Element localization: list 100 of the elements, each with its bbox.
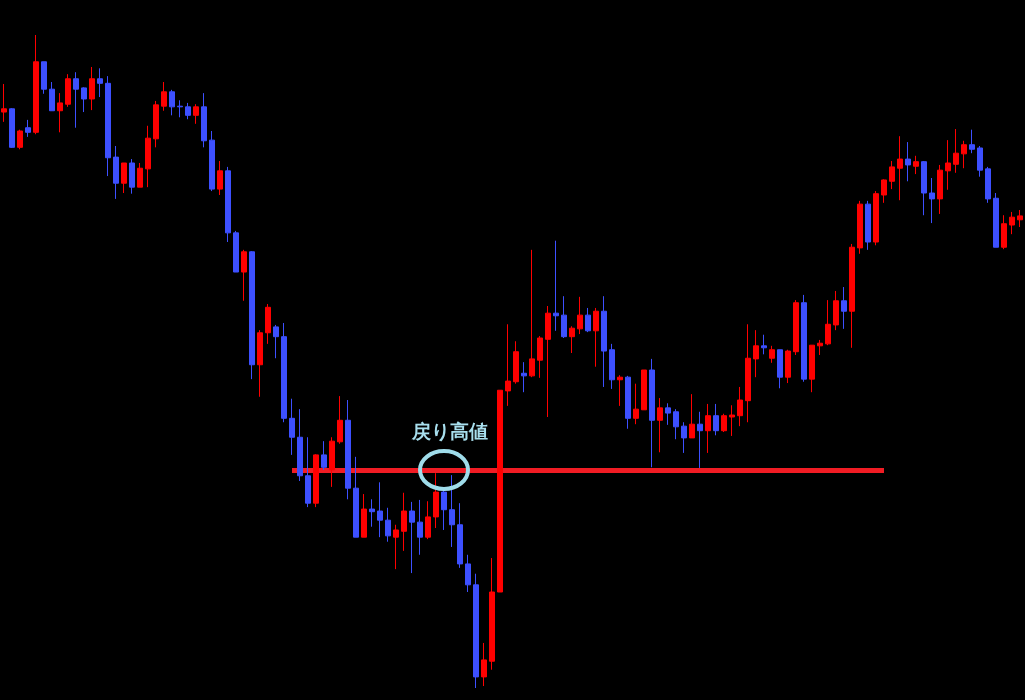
- candlestick: [17, 129, 23, 150]
- candlestick: [889, 160, 895, 190]
- candlestick: [329, 436, 335, 488]
- candlestick: [121, 162, 127, 194]
- candlestick: [449, 474, 455, 548]
- candlestick: [97, 67, 103, 98]
- candlestick: [425, 500, 431, 540]
- candlestick: [545, 305, 551, 418]
- candlestick: [577, 296, 583, 335]
- candlestick: [321, 440, 327, 471]
- candlestick: [49, 81, 55, 112]
- candlestick: [209, 130, 215, 192]
- candlestick: [185, 102, 191, 120]
- candlestick: [769, 345, 775, 364]
- candlestick: [193, 103, 199, 125]
- candlestick: [609, 343, 615, 390]
- candlestick: [553, 240, 559, 332]
- candlestick: [313, 453, 319, 508]
- candlestick: [785, 349, 791, 384]
- candlestick: [961, 140, 967, 169]
- candlestick: [617, 374, 623, 407]
- candlestick: [993, 192, 999, 248]
- candlestick: [217, 160, 223, 196]
- candlestick: [369, 498, 375, 528]
- candlestick: [753, 329, 759, 378]
- candlestick: [393, 524, 399, 570]
- candlestick: [441, 489, 447, 531]
- candlestick: [833, 290, 839, 331]
- candlestick: [289, 398, 295, 456]
- candlestick: [913, 155, 919, 175]
- candlestick: [249, 250, 255, 380]
- candlestick: [113, 145, 119, 200]
- candlestick: [337, 395, 343, 445]
- candlestick: [865, 200, 871, 251]
- candlestick: [233, 230, 239, 273]
- candlestick: [929, 177, 935, 224]
- candlestick: [673, 408, 679, 440]
- candlestick: [385, 507, 391, 543]
- candlestick: [777, 349, 783, 389]
- candlestick: [721, 413, 727, 433]
- candlestick: [649, 358, 655, 468]
- candlestick: [89, 66, 95, 111]
- candlestick: [953, 128, 959, 174]
- candlestick: [201, 92, 207, 148]
- candlestick: [633, 383, 639, 425]
- candlestick: [529, 249, 535, 378]
- candlestick: [985, 166, 991, 204]
- candlestick: [681, 421, 687, 454]
- candlestick: [1017, 209, 1023, 228]
- candlestick: [873, 190, 879, 246]
- candlestick: [969, 129, 975, 154]
- candlestick: [345, 399, 351, 500]
- candlestick: [521, 361, 527, 393]
- candlestick: [153, 100, 159, 148]
- candlestick: [1001, 214, 1007, 250]
- candlestick: [41, 61, 47, 95]
- candlestick: [937, 164, 943, 215]
- candlestick: [697, 411, 703, 469]
- candlestick: [817, 339, 823, 356]
- candlestick: [473, 573, 479, 689]
- candlestick: [905, 141, 911, 182]
- candlestick: [281, 322, 287, 423]
- candlestick: [601, 295, 607, 388]
- candlestick: [505, 323, 511, 407]
- candlestick: [161, 81, 167, 112]
- candlestick: [713, 403, 719, 436]
- candlestick: [137, 162, 143, 188]
- candlestick: [225, 166, 231, 243]
- candlestick: [65, 73, 71, 108]
- candlestick: [417, 499, 423, 556]
- candlestick: [465, 554, 471, 593]
- candlestick: [849, 243, 855, 349]
- candlestick: [569, 325, 575, 354]
- candlestick: [537, 335, 543, 379]
- candlestick: [81, 86, 87, 113]
- candlestick: [9, 107, 15, 149]
- candlestick: [481, 642, 487, 687]
- candlestick: [561, 295, 567, 339]
- candlestick: [409, 501, 415, 574]
- candlestick: [265, 303, 271, 345]
- candlestick: [169, 89, 175, 116]
- candlestick: [977, 145, 983, 178]
- candlestick: [593, 307, 599, 368]
- candlestick: [625, 375, 631, 430]
- candlestick: [897, 135, 903, 201]
- candlestick: [489, 557, 495, 671]
- candlestick: [497, 389, 503, 593]
- candlestick: [305, 436, 311, 508]
- candlestick: [585, 307, 591, 333]
- candlestick: [145, 125, 151, 188]
- candlestick: [129, 158, 135, 195]
- candlestick: [1009, 211, 1015, 235]
- candlestick: [177, 99, 183, 118]
- candlestick: [665, 402, 671, 426]
- candlestick: [881, 178, 887, 204]
- candlestick: [57, 92, 63, 133]
- candlestick: [761, 334, 767, 355]
- candlestick: [1, 83, 7, 123]
- candlestick: [689, 393, 695, 439]
- candlestick: [657, 397, 663, 453]
